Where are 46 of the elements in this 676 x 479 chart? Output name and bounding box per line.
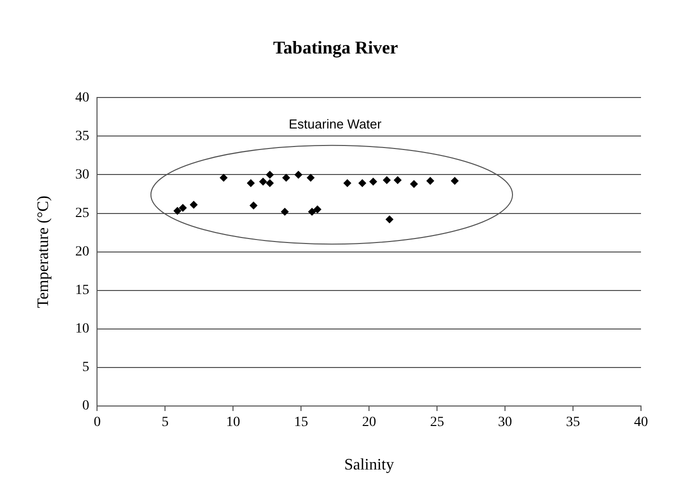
x-tick-label: 20 [362, 415, 376, 430]
point [282, 174, 290, 182]
point [266, 170, 274, 179]
point [426, 176, 434, 185]
chart-title: Tabatinga River [273, 37, 398, 58]
y-tick-label: 25 [75, 206, 90, 221]
x-tick-label: 0 [94, 415, 101, 430]
point [369, 178, 378, 186]
point [343, 179, 352, 188]
y-tick-label: 10 [75, 322, 90, 337]
point [259, 178, 268, 186]
y-tick-label: 5 [82, 360, 90, 376]
point [385, 215, 394, 224]
annotation: Estuarine Water [288, 116, 382, 132]
x-tick-label: 40 [634, 415, 648, 430]
point [308, 208, 316, 216]
point [266, 179, 274, 188]
y-axis-title: Temperature (°C) [34, 196, 52, 308]
point [173, 206, 182, 215]
point [250, 202, 258, 210]
point [178, 204, 187, 212]
point [450, 176, 459, 185]
point [294, 170, 302, 179]
x-tick-label: 5 [162, 415, 169, 430]
point [313, 205, 322, 214]
x-tick-label: 25 [430, 415, 444, 430]
x-tick-label: 15 [294, 415, 308, 430]
point [246, 179, 255, 188]
x-tick-label: 35 [566, 415, 580, 430]
point [358, 179, 366, 188]
point [410, 180, 418, 188]
point [220, 174, 228, 182]
y-tick-label: 30 [75, 167, 90, 182]
x-tick-label: 10 [226, 415, 240, 430]
y-tick-label: 0 [82, 398, 90, 414]
x-tick-label: 30 [498, 415, 512, 430]
point [306, 174, 315, 182]
point [190, 200, 198, 209]
point [280, 208, 289, 216]
point [394, 176, 402, 184]
y-tick-label: 15 [75, 283, 90, 298]
y-tick-label: 20 [75, 244, 90, 260]
x-axis-title: Salinity [344, 456, 394, 474]
y-tick-label: 40 [75, 90, 90, 106]
y-tick-label: 35 [75, 128, 90, 144]
point [382, 176, 391, 184]
